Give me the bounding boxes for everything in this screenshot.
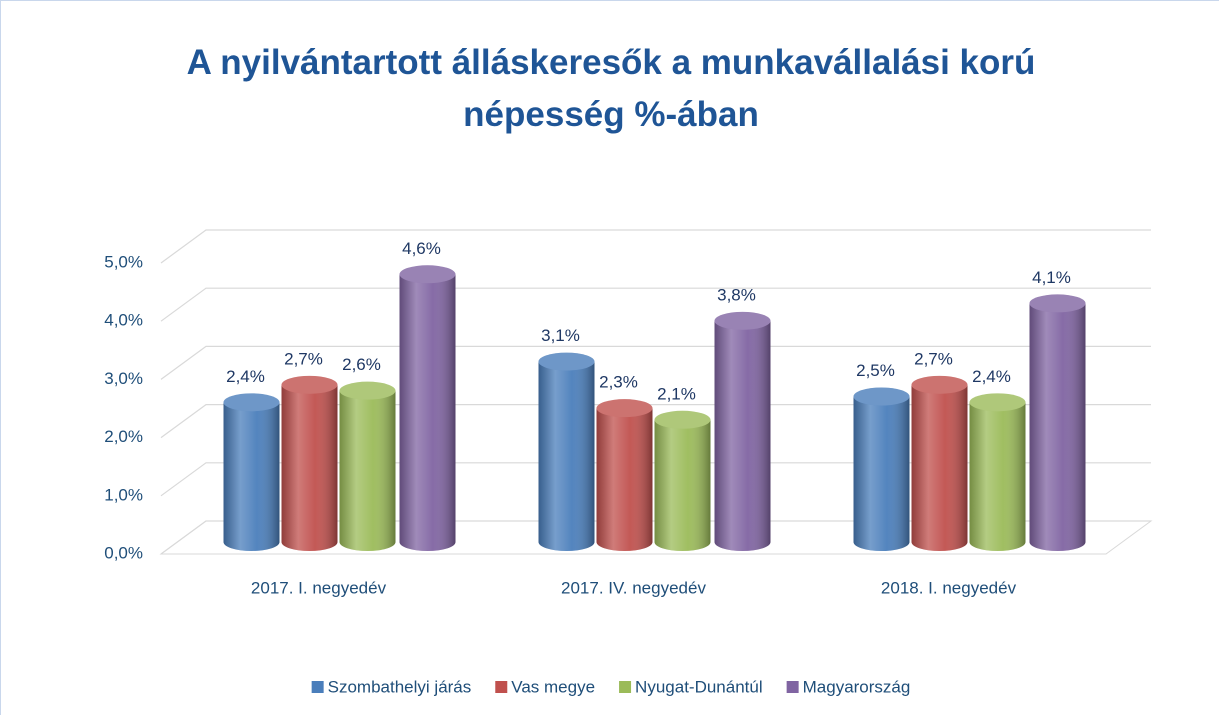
bar-top <box>538 352 595 371</box>
y-tick-label: 2,0% <box>104 427 143 446</box>
legend-label: Szombathelyi járás <box>328 677 472 696</box>
legend-label: Magyarország <box>803 677 911 696</box>
y-tick-label: 3,0% <box>104 369 143 388</box>
bar-top-shine <box>969 393 1026 412</box>
grid-line <box>160 345 1151 380</box>
value-label: 4,1% <box>1032 268 1071 287</box>
bar-top-shine <box>853 387 910 406</box>
bar-top <box>596 399 653 418</box>
bar-top-shine <box>281 375 338 394</box>
value-label: 2,4% <box>972 367 1011 386</box>
bar-top <box>969 393 1026 412</box>
bar-shade <box>853 396 910 551</box>
legend-swatch <box>311 681 324 693</box>
bar-top <box>223 393 280 412</box>
y-tick-label: 0,0% <box>104 543 143 562</box>
grid-line <box>160 287 1151 322</box>
x-tick-label: 2017. I. negyedév <box>251 578 387 597</box>
bar-shade <box>654 419 711 551</box>
value-label: 3,1% <box>541 326 580 345</box>
bar-top-shine <box>399 265 456 284</box>
bar <box>654 410 711 551</box>
bar-top-shine <box>223 393 280 412</box>
bar-shade <box>911 384 968 551</box>
grid-line <box>160 520 1151 555</box>
value-label: 2,6% <box>342 355 381 374</box>
bar-shade <box>281 384 338 551</box>
bar <box>1029 294 1086 551</box>
bar-shade <box>714 320 771 551</box>
bar-top <box>853 387 910 406</box>
bar-top-shine <box>911 375 968 394</box>
value-label: 3,8% <box>717 285 756 304</box>
value-label: 2,5% <box>856 361 895 380</box>
bar <box>714 311 771 551</box>
legend-swatch <box>786 681 799 693</box>
bar <box>853 387 910 551</box>
bar-top <box>714 311 771 330</box>
legend-swatch <box>495 681 508 693</box>
bar <box>911 375 968 551</box>
bar <box>596 399 653 551</box>
bar-top <box>281 375 338 394</box>
legend-label: Nyugat-Dunántúl <box>635 677 763 696</box>
bar-top-shine <box>538 352 595 371</box>
bar-shade <box>399 274 456 551</box>
y-tick-label: 5,0% <box>104 252 143 271</box>
bar-top-shine <box>1029 294 1086 313</box>
grid-line <box>160 229 1151 264</box>
bar-shade <box>969 402 1026 551</box>
bar-top <box>1029 294 1086 313</box>
value-label: 2,3% <box>599 373 638 392</box>
x-tick-label: 2018. I. negyedév <box>881 578 1017 597</box>
bar <box>223 393 280 551</box>
chart-title: A nyilvántartott álláskeresők a munkavál… <box>186 43 1036 134</box>
y-tick-label: 1,0% <box>104 485 143 504</box>
bar-top <box>911 375 968 394</box>
value-label: 2,4% <box>226 367 265 386</box>
bar-top <box>399 265 456 284</box>
bar-top-shine <box>714 311 771 330</box>
bar-shade <box>223 402 280 551</box>
bar-top <box>339 381 396 400</box>
value-label: 2,7% <box>284 349 323 368</box>
value-label: 2,7% <box>914 349 953 368</box>
y-tick-label: 4,0% <box>104 311 143 330</box>
grid-line <box>160 404 1151 439</box>
bar <box>339 381 396 551</box>
value-label: 2,1% <box>657 384 696 403</box>
bar-shade <box>596 408 653 551</box>
bar-shade <box>339 390 396 551</box>
bar <box>538 352 595 551</box>
bar <box>399 265 456 551</box>
bar-top <box>654 410 711 429</box>
bar <box>969 393 1026 551</box>
grid-line <box>160 462 1151 497</box>
bar <box>281 375 338 551</box>
bar-top-shine <box>339 381 396 400</box>
bar-shade <box>538 361 595 551</box>
bar-top-shine <box>596 399 653 418</box>
value-label: 4,6% <box>402 239 441 258</box>
legend-swatch <box>619 681 632 693</box>
x-tick-label: 2017. IV. negyedév <box>561 578 706 597</box>
bar-top-shine <box>654 410 711 429</box>
legend-label: Vas megye <box>511 677 595 696</box>
bar-shade <box>1029 303 1086 551</box>
